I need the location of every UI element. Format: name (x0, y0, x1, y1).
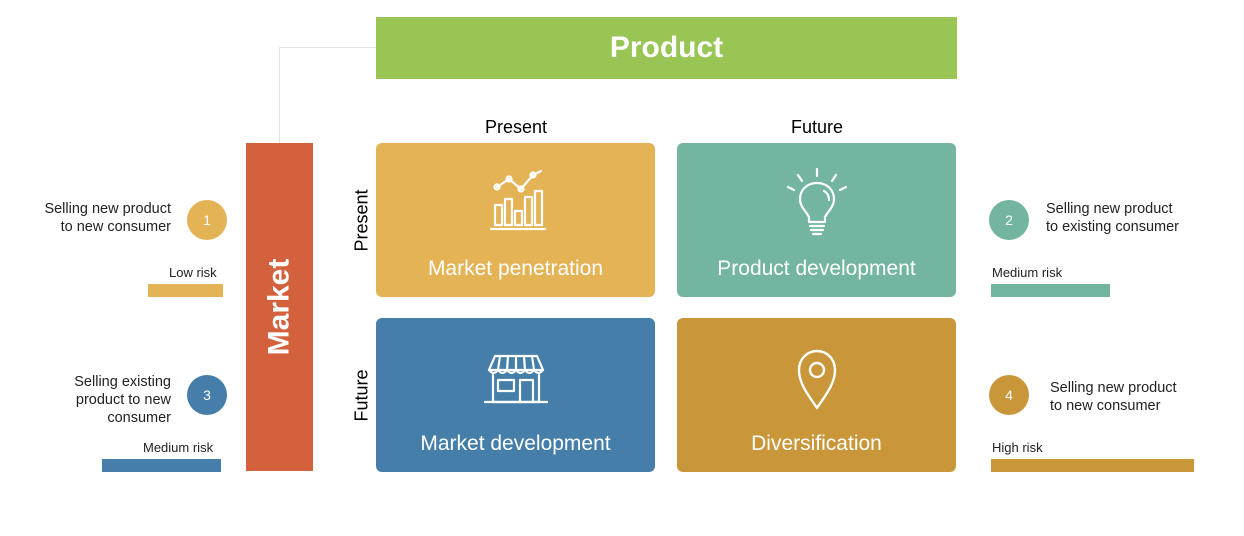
connector-vertical (279, 47, 280, 143)
lightbulb-icon (786, 167, 847, 236)
note-2-badge: 2 (989, 200, 1029, 240)
note-1-text: Selling new product to new consumer (44, 201, 171, 235)
market-title: Market (262, 258, 296, 356)
note-4-text: Selling new product to new consumer (1050, 380, 1177, 414)
note-2-risk-bar (991, 284, 1110, 297)
note-1-risk-bar (148, 284, 223, 297)
note-3-risk-bar (102, 459, 221, 472)
note-3-badge: 3 (187, 375, 227, 415)
quadrant-label: Diversification (751, 432, 882, 455)
column-label-present: Present (484, 117, 548, 137)
product-banner: Product (376, 17, 957, 79)
note-3-text: Selling existing product to new consumer (74, 374, 171, 426)
note-4-risk-bar (991, 459, 1194, 472)
quadrant-product-development: Product development (677, 143, 956, 297)
quadrant-market-penetration: Market penetration (376, 143, 655, 297)
quadrant-label: Market penetration (427, 257, 604, 280)
storefront-icon (483, 354, 548, 404)
market-bar: Market (246, 143, 313, 471)
bar-chart-icon (489, 169, 546, 231)
column-label-future: Future (790, 117, 844, 137)
note-2-risk-label: Medium risk (992, 265, 1063, 280)
location-pin-icon (797, 349, 836, 410)
quadrant-diversification: Diversification (677, 318, 956, 472)
note-2-text: Selling new product to existing consumer (1046, 201, 1179, 235)
quadrant-label: Market development (420, 432, 611, 455)
note-4-badge: 4 (989, 375, 1029, 415)
note-3-risk-label: Medium risk (143, 440, 214, 455)
quadrant-market-development: Market development (376, 318, 655, 472)
note-1-risk-label: Low risk (169, 265, 217, 280)
connector-horizontal (279, 47, 376, 48)
quadrant-label: Product development (717, 257, 916, 280)
product-title: Product (609, 31, 724, 64)
note-1-badge: 1 (187, 200, 227, 240)
note-4-risk-label: High risk (992, 440, 1043, 455)
